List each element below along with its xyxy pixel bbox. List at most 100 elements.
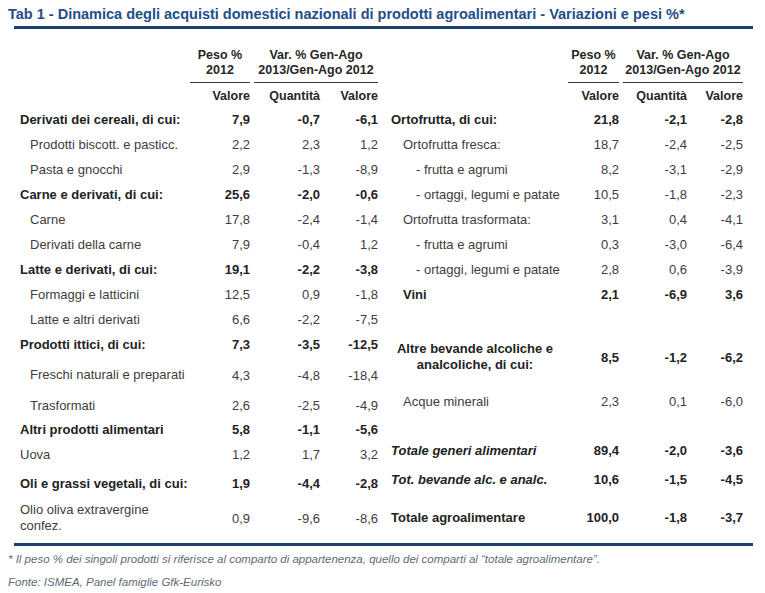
table-row: Derivati dei cereali, di cui:7,9-0,7-6,1 [12, 107, 380, 132]
left-table-header: Peso % 2012 Var. % Gen-Ago 2013/Gen-Ago … [12, 48, 380, 83]
cell-var-valore: -3,8 [322, 262, 380, 277]
var-header-line1: Var. % Gen-Ago [254, 48, 378, 63]
cell-var-quantita: 0,1 [621, 394, 689, 409]
table-row: Latte e derivati, di cui:19,1-2,2-3,8 [12, 257, 380, 282]
row-label: Pasta e gnocchi [12, 162, 188, 177]
cell-peso-valore: 2,1 [566, 287, 621, 302]
row-label: Altri prodotti alimentari [12, 422, 188, 437]
bottom-divider [14, 543, 753, 546]
table-row: Derivati della carne7,9-0,41,2 [12, 232, 380, 257]
table-row: Pasta e gnocchi2,9-1,3-8,9 [12, 157, 380, 182]
cell-peso-valore: 4,3 [188, 368, 252, 383]
cell-var-quantita: -2,5 [252, 398, 322, 413]
table-row: Ortofrutta trasformata:3,10,4-4,1 [388, 207, 745, 232]
cell-peso-valore: 7,9 [188, 112, 252, 127]
footnote: * Il peso % dei singoli prodotti si rife… [8, 553, 755, 565]
peso-header-line2: 2012 [190, 63, 250, 78]
peso-header-line1: Peso % [568, 48, 619, 63]
table-row: Freschi naturali e preparati4,3-4,8-18,4 [12, 357, 380, 393]
row-label: - frutta e agrumi [388, 237, 566, 252]
cell-peso-valore: 17,8 [188, 212, 252, 227]
table-row: Totale generi alimentari89,4-2,0-3,6 [388, 436, 745, 464]
cell-var-quantita: -4,4 [252, 476, 322, 491]
cell-var-valore: 3,6 [689, 287, 745, 302]
cell-peso-valore: 21,8 [566, 112, 621, 127]
cell-var-quantita: -0,7 [252, 112, 322, 127]
cell-var-valore: -6,4 [689, 237, 745, 252]
title-block: Tab 1 - Dinamica degli acquisti domestic… [0, 0, 765, 23]
cell-var-quantita: 0,4 [621, 212, 689, 227]
source-note: Fonte: ISMEA, Panel famiglie Gfk-Eurisko [8, 576, 755, 588]
cell-var-valore: -6,2 [689, 350, 745, 365]
cell-var-valore: -2,3 [689, 187, 745, 202]
cell-var-valore: -6,0 [689, 394, 745, 409]
subheader-valore: Valore [566, 89, 621, 103]
row-label: Trasformati [12, 398, 188, 413]
row-label: Altre bevande alcoliche e analcoliche, d… [388, 341, 566, 373]
cell-var-quantita: -0,4 [252, 237, 322, 252]
table-row: Carne e derivati, di cui:25,6-2,0-0,6 [12, 182, 380, 207]
table-row: Prodotti ittici, di cui:7,3-3,5-12,5 [12, 332, 380, 357]
cell-var-valore: -2,9 [689, 162, 745, 177]
cell-peso-valore: 0,3 [566, 237, 621, 252]
cell-var-quantita: 0,9 [252, 287, 322, 302]
cell-peso-valore: 0,9 [188, 511, 252, 526]
table-row: Formaggi e latticini12,50,9-1,8 [12, 282, 380, 307]
table-row: Altri prodotti alimentari5,8-1,1-5,6 [12, 417, 380, 442]
cell-var-valore: -8,6 [322, 511, 380, 526]
table-row: Uova1,21,73,2 [12, 442, 380, 467]
table-row: Altre bevande alcoliche e analcoliche, d… [388, 335, 745, 379]
cell-peso-valore: 2,8 [566, 262, 621, 277]
row-label: Derivati della carne [12, 237, 188, 252]
left-table-subheader: Valore Quantità Valore [12, 85, 380, 107]
table-row: Carne17,8-2,4-1,4 [12, 207, 380, 232]
left-table-rows: Derivati dei cereali, di cui:7,9-0,7-6,1… [12, 107, 380, 537]
table-area: Peso % 2012 Var. % Gen-Ago 2013/Gen-Ago … [0, 48, 765, 543]
cell-var-valore: 3,2 [322, 447, 380, 462]
table-row: Vini2,1-6,93,6 [388, 282, 745, 307]
cell-var-quantita: -2,2 [252, 262, 322, 277]
right-table-header: Peso % 2012 Var. % Gen-Ago 2013/Gen-Ago … [388, 48, 745, 83]
row-label: Oli e grassi vegetali, di cui: [12, 476, 188, 491]
cell-var-quantita: 2,3 [252, 137, 322, 152]
cell-var-quantita: -2,4 [252, 212, 322, 227]
cell-var-quantita: 0,6 [621, 262, 689, 277]
cell-var-quantita: -1,8 [621, 187, 689, 202]
cell-var-valore: -8,9 [322, 162, 380, 177]
cell-peso-valore: 1,9 [188, 476, 252, 491]
cell-peso-valore: 5,8 [188, 422, 252, 437]
cell-var-valore: 1,2 [322, 237, 380, 252]
cell-var-valore: -3,6 [689, 443, 745, 458]
table-row: - ortaggi, legumi e patate10,5-1,8-2,3 [388, 182, 745, 207]
cell-peso-valore: 12,5 [188, 287, 252, 302]
cell-var-quantita: -1,2 [621, 350, 689, 365]
right-table-rows: Ortofrutta, di cui:21,8-2,1-2,8Ortofrutt… [388, 107, 745, 532]
row-label: Prodotti biscott. e pasticc. [12, 137, 188, 152]
subheader-valore-2: Valore [322, 89, 380, 103]
cell-var-valore: -4,5 [689, 472, 745, 487]
cell-var-valore: -1,4 [322, 212, 380, 227]
page-title: Tab 1 - Dinamica degli acquisti domestic… [8, 5, 755, 23]
row-label: Formaggi e latticini [12, 287, 188, 302]
cell-var-quantita: 1,7 [252, 447, 322, 462]
row-label: Carne [12, 212, 188, 227]
table-row: Prodotti biscott. e pasticc.2,22,31,2 [12, 132, 380, 157]
cell-var-valore: -0,6 [322, 187, 380, 202]
cell-peso-valore: 1,2 [188, 447, 252, 462]
cell-var-quantita: -1,3 [252, 162, 322, 177]
cell-peso-valore: 2,2 [188, 137, 252, 152]
row-label: Ortofrutta trasformata: [388, 212, 566, 227]
cell-peso-valore: 10,6 [566, 472, 621, 487]
subheader-valore: Valore [188, 89, 252, 103]
right-table-subheader: Valore Quantità Valore [388, 85, 745, 107]
cell-var-quantita: -6,9 [621, 287, 689, 302]
cell-var-quantita: -4,8 [252, 368, 322, 383]
cell-peso-valore: 7,3 [188, 337, 252, 352]
row-label: Ortofrutta, di cui: [388, 112, 566, 127]
cell-var-valore: -18,4 [322, 368, 380, 383]
subheader-valore-2: Valore [689, 89, 745, 103]
row-label: Olio oliva extravergine confez. [12, 502, 188, 534]
cell-var-quantita: -2,0 [252, 187, 322, 202]
cell-var-quantita: -9,6 [252, 511, 322, 526]
cell-var-valore: -4,9 [322, 398, 380, 413]
